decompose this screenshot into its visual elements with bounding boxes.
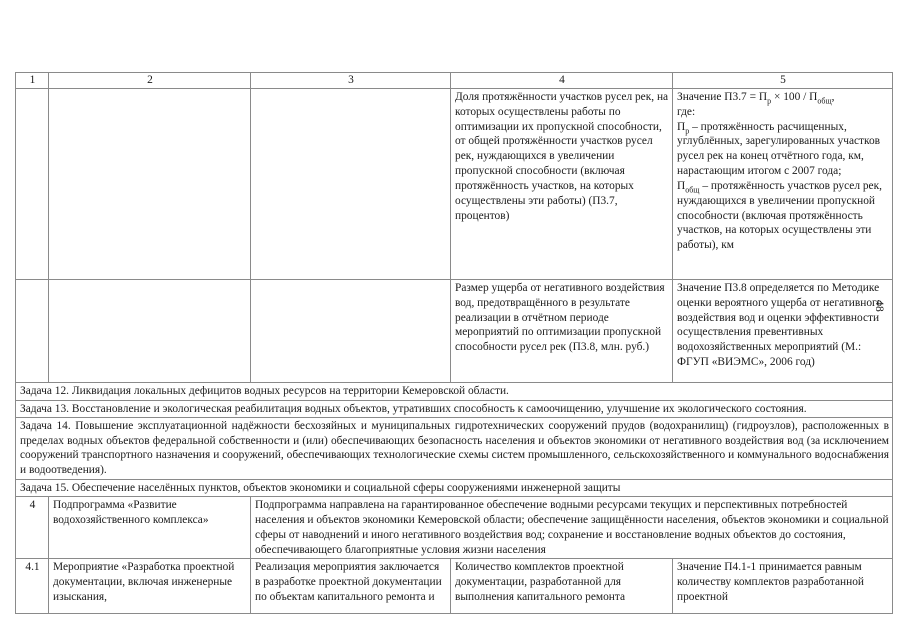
column-number-1: 1 xyxy=(15,72,49,89)
row-number-4: 4 xyxy=(15,496,49,560)
row-cell-1 xyxy=(15,88,49,280)
row-cell-2 xyxy=(48,88,251,280)
def1-subscript: р xyxy=(685,125,690,135)
table-row: Доля протяжённости участков русел рек, н… xyxy=(15,88,893,280)
row-cell-3 xyxy=(250,279,451,383)
row-number-4-1: 4.1 xyxy=(15,558,49,615)
def2-symbol: П xyxy=(677,179,686,192)
table-row: Задача 13. Восстановление и экологическа… xyxy=(15,399,893,419)
table-row: Задача 14. Повышение эксплуатационной на… xyxy=(15,417,893,480)
column-number-2: 2 xyxy=(48,72,251,89)
formula-sub-p: р xyxy=(767,96,772,106)
formula-definition-1: Пр – протяжённость расчищенных, углублён… xyxy=(677,120,889,179)
row-cell-1 xyxy=(15,279,49,383)
task-13-text: Задача 13. Восстановление и экологическа… xyxy=(15,399,893,419)
indicator-p37-description: Доля протяжённости участков русел рек, н… xyxy=(450,88,673,280)
row-cell-3 xyxy=(250,88,451,280)
table-row: Задача 15. Обеспечение населённых пункто… xyxy=(15,478,893,498)
indicator-p38-description: Размер ущерба от негативного воздействия… xyxy=(450,279,673,383)
indicator-p38-method: Значение П3.8 определяется по Методике о… xyxy=(672,279,893,383)
def1-symbol: П xyxy=(677,120,686,133)
formula-sub-obsh: общ xyxy=(817,96,832,106)
table-row: Задача 12. Ликвидация локальных дефицито… xyxy=(15,382,893,401)
table-row: Размер ущерба от негативного воздействия… xyxy=(15,279,893,383)
def2-subscript: общ xyxy=(685,185,700,195)
task-12-text: Задача 12. Ликвидация локальных дефицито… xyxy=(15,382,893,401)
formula-line: Значение П3.7 = Пр × 100 / Побщ, xyxy=(677,90,889,105)
indicators-table: 1 2 3 4 5 Доля протяжённости участков ру… xyxy=(15,72,893,615)
column-number-3: 3 xyxy=(250,72,451,89)
subprogram-name: Подпрограмма «Развитие водохозяйственног… xyxy=(48,496,251,560)
formula-mid: × 100 / П xyxy=(771,91,818,103)
task-15-text: Задача 15. Обеспечение населённых пункто… xyxy=(15,478,893,498)
formula-definition-2: Побщ – протяжённость участков русел рек,… xyxy=(677,179,889,253)
indicator-p37-method: Значение П3.7 = Пр × 100 / Побщ, где: Пр… xyxy=(672,88,893,280)
def1-text: – протяжённость расчищенных, углублённых… xyxy=(677,120,881,178)
measure-method: Значение П4.1-1 принимается равным колич… xyxy=(672,558,893,615)
table-column-number-row: 1 2 3 4 5 xyxy=(15,72,893,89)
column-number-4: 4 xyxy=(450,72,673,89)
measure-implementation: Реализация мероприятия заключается в раз… xyxy=(250,558,451,615)
measure-name: Мероприятие «Разработка проектной докуме… xyxy=(48,558,251,615)
table-row: 4.1 Мероприятие «Разработка проектной до… xyxy=(15,558,893,615)
subprogram-description: Подпрограмма направлена на гарантированн… xyxy=(250,496,893,560)
table-row: 4 Подпрограмма «Развитие водохозяйственн… xyxy=(15,496,893,560)
def2-text: – протяжённость участков русел рек, нужд… xyxy=(677,179,882,252)
measure-indicator: Количество комплектов проектной документ… xyxy=(450,558,673,615)
row-cell-2 xyxy=(48,279,251,383)
column-number-5: 5 xyxy=(672,72,893,89)
formula-suffix: , xyxy=(831,91,835,103)
task-14-text: Задача 14. Повышение эксплуатационной на… xyxy=(15,417,893,480)
formula-where-label: где: xyxy=(677,105,696,118)
formula-prefix: Значение П3.7 = П xyxy=(677,91,768,103)
